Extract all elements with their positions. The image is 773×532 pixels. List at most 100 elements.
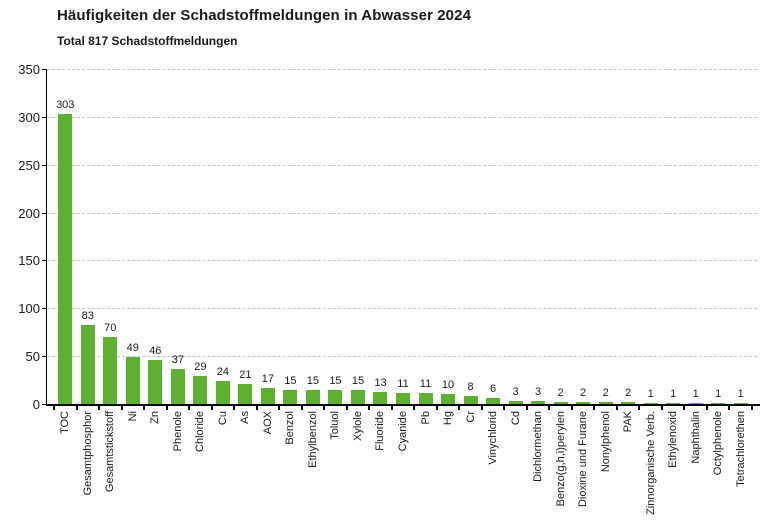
y-axis-tick-label: 100	[18, 301, 40, 317]
x-axis-tick	[503, 406, 506, 410]
x-axis-tick	[300, 406, 303, 410]
bar	[238, 384, 253, 404]
bar	[193, 376, 208, 404]
bar-value-label: 70	[104, 322, 117, 334]
x-axis-tick	[210, 406, 213, 410]
x-axis-category-label: Vinychlorid	[487, 411, 500, 465]
x-axis-tick	[98, 406, 101, 410]
bar	[531, 401, 546, 404]
bar-value-label: 46	[149, 345, 162, 357]
x-axis-tick	[143, 406, 146, 410]
bar-value-label: 3	[535, 386, 542, 398]
bar	[260, 388, 275, 404]
y-axis-tick	[42, 69, 47, 70]
x-axis-category-label: Phenole	[171, 411, 184, 452]
bar-value-label: 1	[647, 388, 654, 400]
x-axis-category-label: Cd	[509, 411, 522, 426]
x-axis-category-label: Zinnorganische Verb.	[644, 411, 657, 515]
bar	[148, 360, 163, 404]
bar	[350, 390, 365, 404]
bar	[463, 396, 478, 404]
x-axis-category-label: Pb	[419, 411, 432, 425]
x-axis-category-label: Benzol	[284, 411, 297, 445]
y-axis-tick-label: 200	[18, 205, 40, 221]
x-axis-category-label: Hg	[442, 411, 455, 426]
x-axis-tick	[480, 406, 483, 410]
bar	[598, 402, 613, 404]
gridline	[47, 260, 757, 262]
x-axis-tick	[548, 406, 551, 410]
x-axis-category-label: Cyanide	[397, 411, 409, 452]
x-axis-category-label: AOX	[261, 411, 274, 435]
bar	[621, 402, 636, 404]
bar	[733, 403, 748, 404]
y-axis-tick	[42, 308, 47, 310]
bar	[328, 390, 343, 404]
x-axis-category-label: Gesamtstickstoff	[104, 411, 117, 493]
bar	[553, 402, 568, 404]
x-axis-category-label: Cr	[464, 411, 477, 423]
x-axis-category-label: Cu	[216, 411, 229, 426]
x-axis-tick	[751, 406, 753, 410]
y-axis-tick-label: 350	[18, 62, 40, 77]
y-axis-tick-label: 50	[25, 349, 40, 365]
bar	[283, 390, 298, 404]
x-axis-tick	[435, 406, 438, 410]
x-axis-tick	[75, 406, 78, 410]
x-axis-tick	[120, 406, 123, 410]
y-axis-tick-label: 300	[18, 109, 40, 125]
x-axis-tick	[525, 406, 528, 410]
bar-value-label: 83	[81, 310, 94, 322]
x-axis-category-label: Ethylbenzol	[306, 411, 319, 468]
bar-value-label: 49	[126, 342, 139, 354]
x-axis-category-label: Gesamtphosphor	[81, 411, 94, 496]
x-axis-tick	[390, 406, 393, 410]
x-axis-category-label: Tetrachlorethen	[734, 411, 747, 487]
bar-value-label: 8	[467, 381, 474, 393]
bar	[508, 401, 523, 404]
bar	[576, 402, 591, 404]
bar-value-label: 1	[715, 388, 722, 400]
x-axis-category-label: Zn	[149, 411, 162, 424]
x-axis-tick	[638, 406, 641, 410]
x-axis-category-label: Nonylphenol	[599, 411, 612, 473]
bar-value-label: 3	[512, 386, 519, 398]
bar-value-label: 2	[625, 387, 632, 399]
bar	[373, 392, 388, 404]
gridline	[47, 308, 757, 310]
bar-value-label: 15	[351, 375, 365, 387]
gridline	[47, 356, 757, 358]
bar	[305, 390, 320, 404]
bar-value-label: 11	[419, 378, 432, 390]
x-axis-category-label: Chloride	[194, 411, 207, 452]
x-axis-category-label: Dichlormethan	[532, 411, 545, 482]
bar	[396, 393, 410, 404]
bar	[170, 369, 185, 404]
bar	[58, 114, 73, 404]
bar	[103, 337, 118, 404]
y-axis-tick	[42, 164, 47, 166]
x-axis-tick	[593, 406, 596, 410]
x-axis-category-label: TOC	[59, 411, 72, 435]
x-axis-category-label: Dioxine und Furane	[577, 411, 590, 508]
bar-value-label: 13	[374, 377, 387, 389]
x-axis-category-label: Xylole	[351, 411, 364, 441]
x-axis-category-label: Benzo(g,h,i)perylen	[554, 411, 567, 507]
bar-value-label: 21	[239, 369, 252, 381]
bar-value-label: 6	[490, 383, 497, 395]
y-axis-tick	[42, 212, 47, 214]
x-axis-tick	[188, 406, 191, 410]
gridline	[47, 116, 757, 118]
chart-subtitle: Total 817 Schadstoffmeldungen	[57, 34, 238, 48]
y-axis-tick-label: 250	[18, 157, 40, 173]
bar-value-label: 24	[216, 366, 229, 378]
bar	[688, 403, 703, 404]
y-axis-line	[46, 69, 47, 406]
gridline	[47, 164, 757, 166]
gridline	[47, 69, 757, 70]
y-axis-tick	[42, 356, 47, 358]
x-axis-tick	[458, 406, 461, 410]
x-axis-tick	[255, 406, 258, 410]
x-axis-tick	[615, 406, 618, 410]
